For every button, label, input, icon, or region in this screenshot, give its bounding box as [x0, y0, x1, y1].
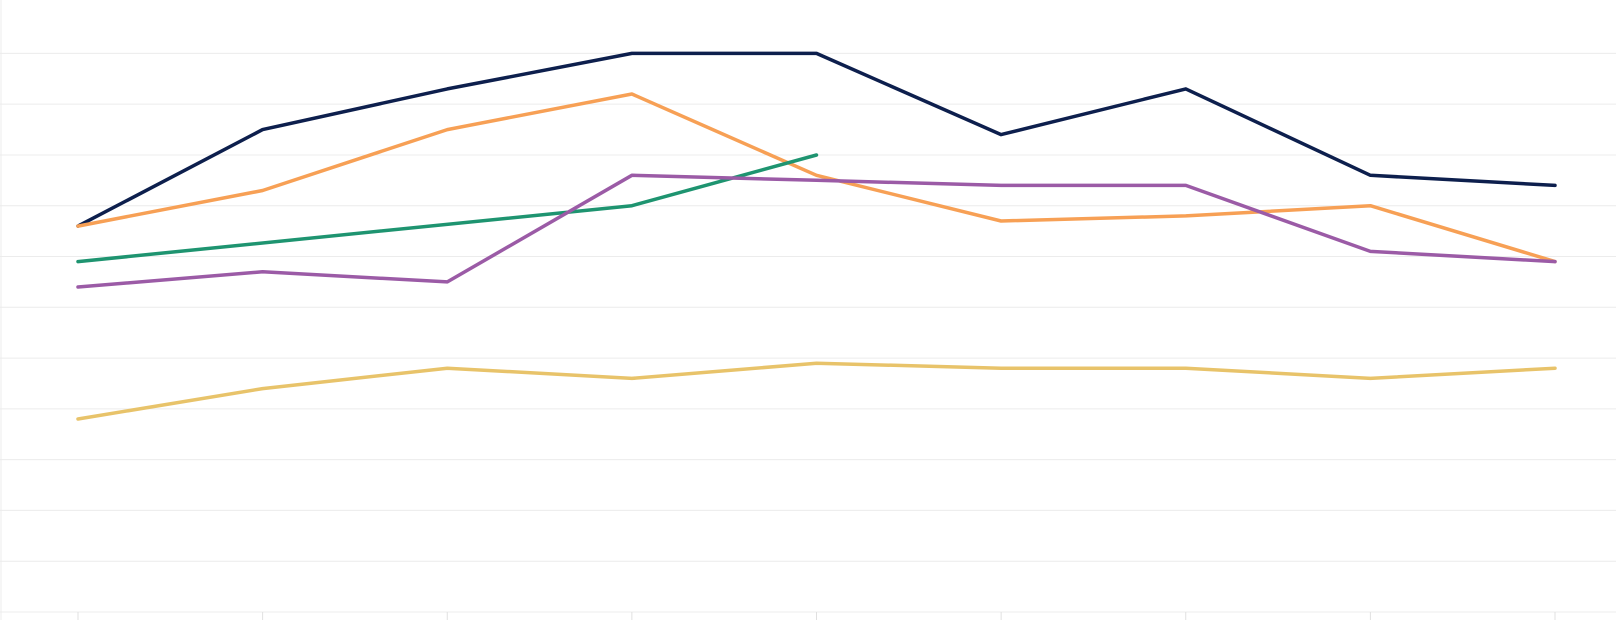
- series-line-2: [76, 92, 1557, 264]
- series-line-1: [76, 51, 1557, 228]
- series-lines: [76, 51, 1557, 421]
- series-line-5: [76, 361, 1557, 421]
- series-line-4: [76, 173, 1557, 289]
- series-line-3: [76, 153, 819, 264]
